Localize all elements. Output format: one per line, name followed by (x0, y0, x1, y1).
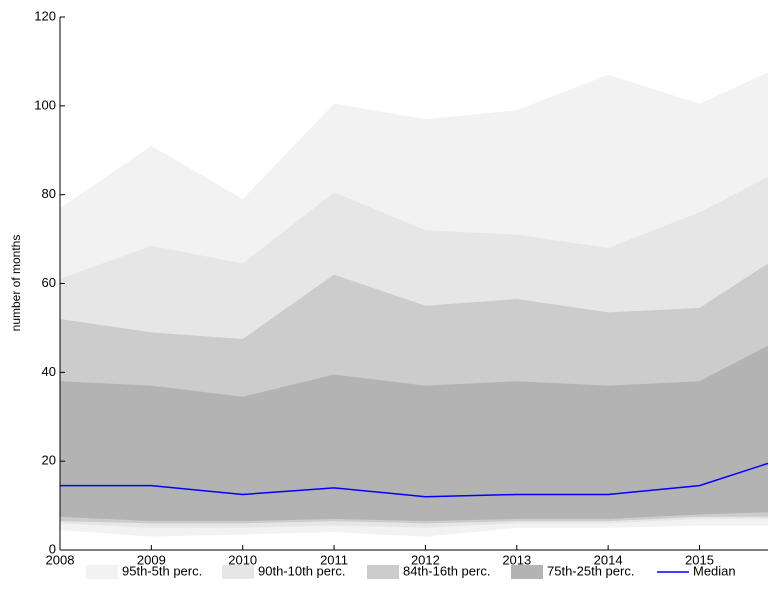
x-tick-label: 2009 (137, 552, 166, 567)
legend-swatch (222, 565, 254, 579)
legend-label: Median (693, 563, 736, 578)
x-tick-label: 2015 (685, 552, 714, 567)
x-tick-label: 2012 (411, 552, 440, 567)
y-tick-label: 80 (42, 186, 56, 201)
legend-swatch (367, 565, 399, 579)
x-tick-label: 2013 (502, 552, 531, 567)
legend-swatch (511, 565, 543, 579)
y-tick-label: 40 (42, 364, 56, 379)
legend-label: 75th-25th perc. (547, 563, 634, 578)
median-line (60, 462, 769, 498)
legend-swatch (86, 565, 118, 579)
y-tick-label: 60 (42, 275, 56, 290)
legend-label: 95th-5th perc. (122, 563, 202, 578)
band (60, 345, 768, 522)
legend-label: 84th-16th perc. (403, 563, 490, 578)
x-tick-label: 2014 (594, 552, 623, 567)
legend-label: 90th-10th perc. (258, 563, 345, 578)
y-axis-label: number of months (9, 235, 23, 332)
x-tick-label: 2010 (228, 552, 257, 567)
y-tick-label: 100 (34, 97, 56, 112)
x-tick-label: 2011 (320, 552, 348, 567)
y-tick-label: 0 (49, 541, 56, 556)
x-tick-label: 2008 (46, 552, 75, 567)
y-tick-label: 120 (34, 8, 56, 23)
y-tick-label: 20 (42, 453, 56, 468)
